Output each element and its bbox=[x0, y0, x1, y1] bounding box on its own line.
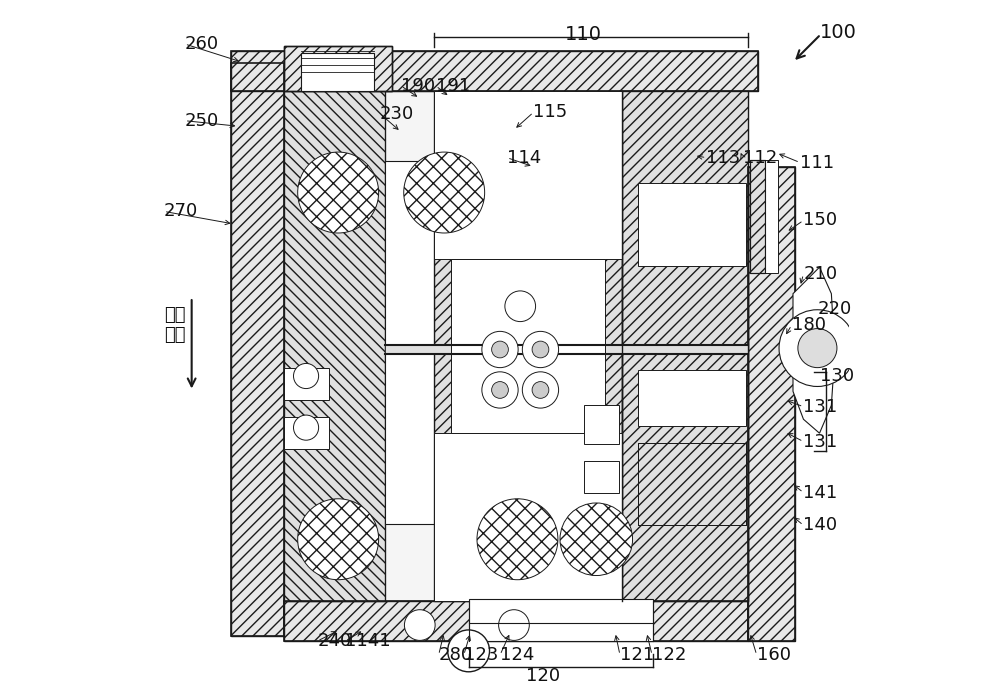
Circle shape bbox=[482, 331, 518, 368]
Text: 130: 130 bbox=[820, 367, 854, 385]
Circle shape bbox=[499, 610, 529, 640]
Bar bbox=[638, 443, 746, 525]
Bar bbox=[231, 64, 284, 635]
Circle shape bbox=[505, 291, 536, 322]
Bar bbox=[231, 51, 758, 92]
Text: 121: 121 bbox=[620, 646, 654, 664]
Bar bbox=[584, 461, 619, 493]
Text: 190: 190 bbox=[401, 77, 435, 95]
Text: 260: 260 bbox=[185, 35, 219, 53]
Text: 111: 111 bbox=[800, 154, 834, 171]
Text: 140: 140 bbox=[803, 517, 838, 534]
Text: 113: 113 bbox=[706, 149, 741, 166]
Circle shape bbox=[294, 363, 319, 389]
Text: 191: 191 bbox=[436, 77, 470, 95]
Text: 124: 124 bbox=[500, 646, 534, 664]
Bar bbox=[748, 167, 795, 641]
Text: 160: 160 bbox=[757, 646, 791, 664]
Text: 280: 280 bbox=[439, 646, 473, 664]
Circle shape bbox=[532, 341, 549, 358]
Bar bbox=[284, 92, 385, 600]
Bar bbox=[638, 443, 746, 525]
Bar bbox=[284, 600, 748, 641]
Text: 230: 230 bbox=[380, 105, 414, 123]
Text: 250: 250 bbox=[185, 112, 219, 130]
Bar bbox=[434, 92, 622, 259]
Text: 1141: 1141 bbox=[345, 632, 391, 650]
Bar bbox=[284, 46, 392, 92]
Bar bbox=[385, 161, 434, 524]
Circle shape bbox=[298, 499, 379, 579]
Bar bbox=[434, 433, 622, 600]
Bar bbox=[622, 92, 748, 600]
Circle shape bbox=[294, 415, 319, 440]
Circle shape bbox=[404, 610, 435, 640]
Text: 重力
方向: 重力 方向 bbox=[164, 305, 185, 345]
Bar bbox=[284, 600, 748, 641]
Text: 122: 122 bbox=[652, 646, 686, 664]
Bar bbox=[301, 53, 374, 92]
Bar bbox=[748, 167, 795, 641]
Bar bbox=[638, 370, 746, 426]
Bar bbox=[385, 345, 748, 354]
Circle shape bbox=[482, 372, 518, 408]
Text: 100: 100 bbox=[820, 22, 856, 41]
Text: 131: 131 bbox=[803, 398, 838, 416]
Text: 240: 240 bbox=[317, 632, 351, 650]
Bar bbox=[750, 160, 765, 273]
Circle shape bbox=[522, 372, 559, 408]
Text: 110: 110 bbox=[565, 24, 602, 43]
Circle shape bbox=[298, 152, 379, 233]
Text: 270: 270 bbox=[164, 203, 198, 220]
Circle shape bbox=[532, 382, 549, 398]
Bar bbox=[584, 405, 619, 444]
Bar bbox=[284, 92, 385, 600]
Bar bbox=[434, 92, 622, 600]
Text: 120: 120 bbox=[526, 667, 560, 685]
Bar bbox=[231, 51, 758, 92]
Text: 220: 220 bbox=[817, 300, 852, 318]
Bar bbox=[284, 92, 748, 600]
Text: 131: 131 bbox=[803, 433, 838, 451]
Bar bbox=[434, 92, 622, 600]
Bar bbox=[622, 92, 748, 600]
Bar bbox=[451, 259, 605, 433]
Text: 210: 210 bbox=[803, 265, 838, 283]
Bar bbox=[284, 46, 392, 92]
Circle shape bbox=[492, 382, 508, 398]
Bar bbox=[638, 183, 746, 266]
Bar bbox=[469, 599, 653, 641]
Circle shape bbox=[560, 503, 633, 575]
Circle shape bbox=[492, 341, 508, 358]
Text: 141: 141 bbox=[803, 484, 838, 501]
Text: 123: 123 bbox=[464, 646, 498, 664]
Bar bbox=[284, 368, 329, 400]
Text: 150: 150 bbox=[803, 211, 838, 229]
Text: 114: 114 bbox=[507, 149, 541, 166]
Bar bbox=[284, 417, 329, 449]
Bar bbox=[231, 64, 284, 635]
Circle shape bbox=[448, 630, 490, 672]
Circle shape bbox=[477, 499, 558, 579]
Text: 112: 112 bbox=[743, 149, 777, 166]
Bar bbox=[750, 160, 765, 273]
Polygon shape bbox=[793, 267, 835, 433]
Circle shape bbox=[404, 152, 485, 233]
Circle shape bbox=[798, 329, 837, 368]
Bar bbox=[765, 160, 778, 273]
Text: 180: 180 bbox=[792, 316, 826, 334]
Circle shape bbox=[522, 331, 559, 368]
Circle shape bbox=[779, 310, 856, 387]
Text: 115: 115 bbox=[533, 103, 568, 122]
